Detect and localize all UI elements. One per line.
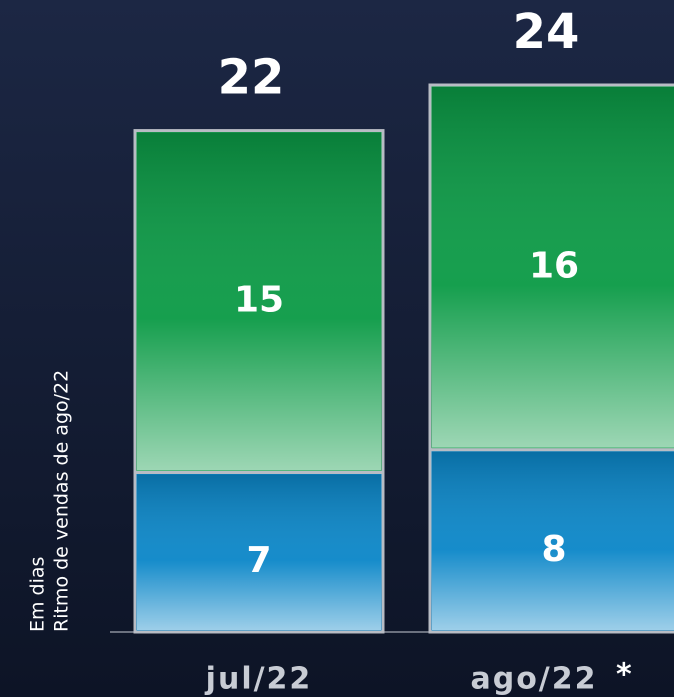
- x-tick-label: jul/22: [205, 662, 313, 697]
- bar-shine: [432, 87, 674, 448]
- total-label: 24: [513, 4, 580, 60]
- segment-label: 8: [541, 529, 566, 570]
- segment-label: 16: [529, 245, 579, 286]
- axis-label: Ritmo de vendas de ago/22: [51, 370, 73, 632]
- bar-shine: [432, 451, 674, 630]
- segment-label: 7: [246, 540, 271, 581]
- segment-label: 15: [234, 280, 284, 321]
- annotation: *: [616, 658, 634, 693]
- bar-shine: [137, 474, 381, 630]
- bar-shine: [137, 132, 381, 471]
- total-label: 22: [218, 50, 285, 106]
- axis-label: Em dias: [27, 557, 49, 632]
- x-tick-label: ago/22: [470, 662, 597, 697]
